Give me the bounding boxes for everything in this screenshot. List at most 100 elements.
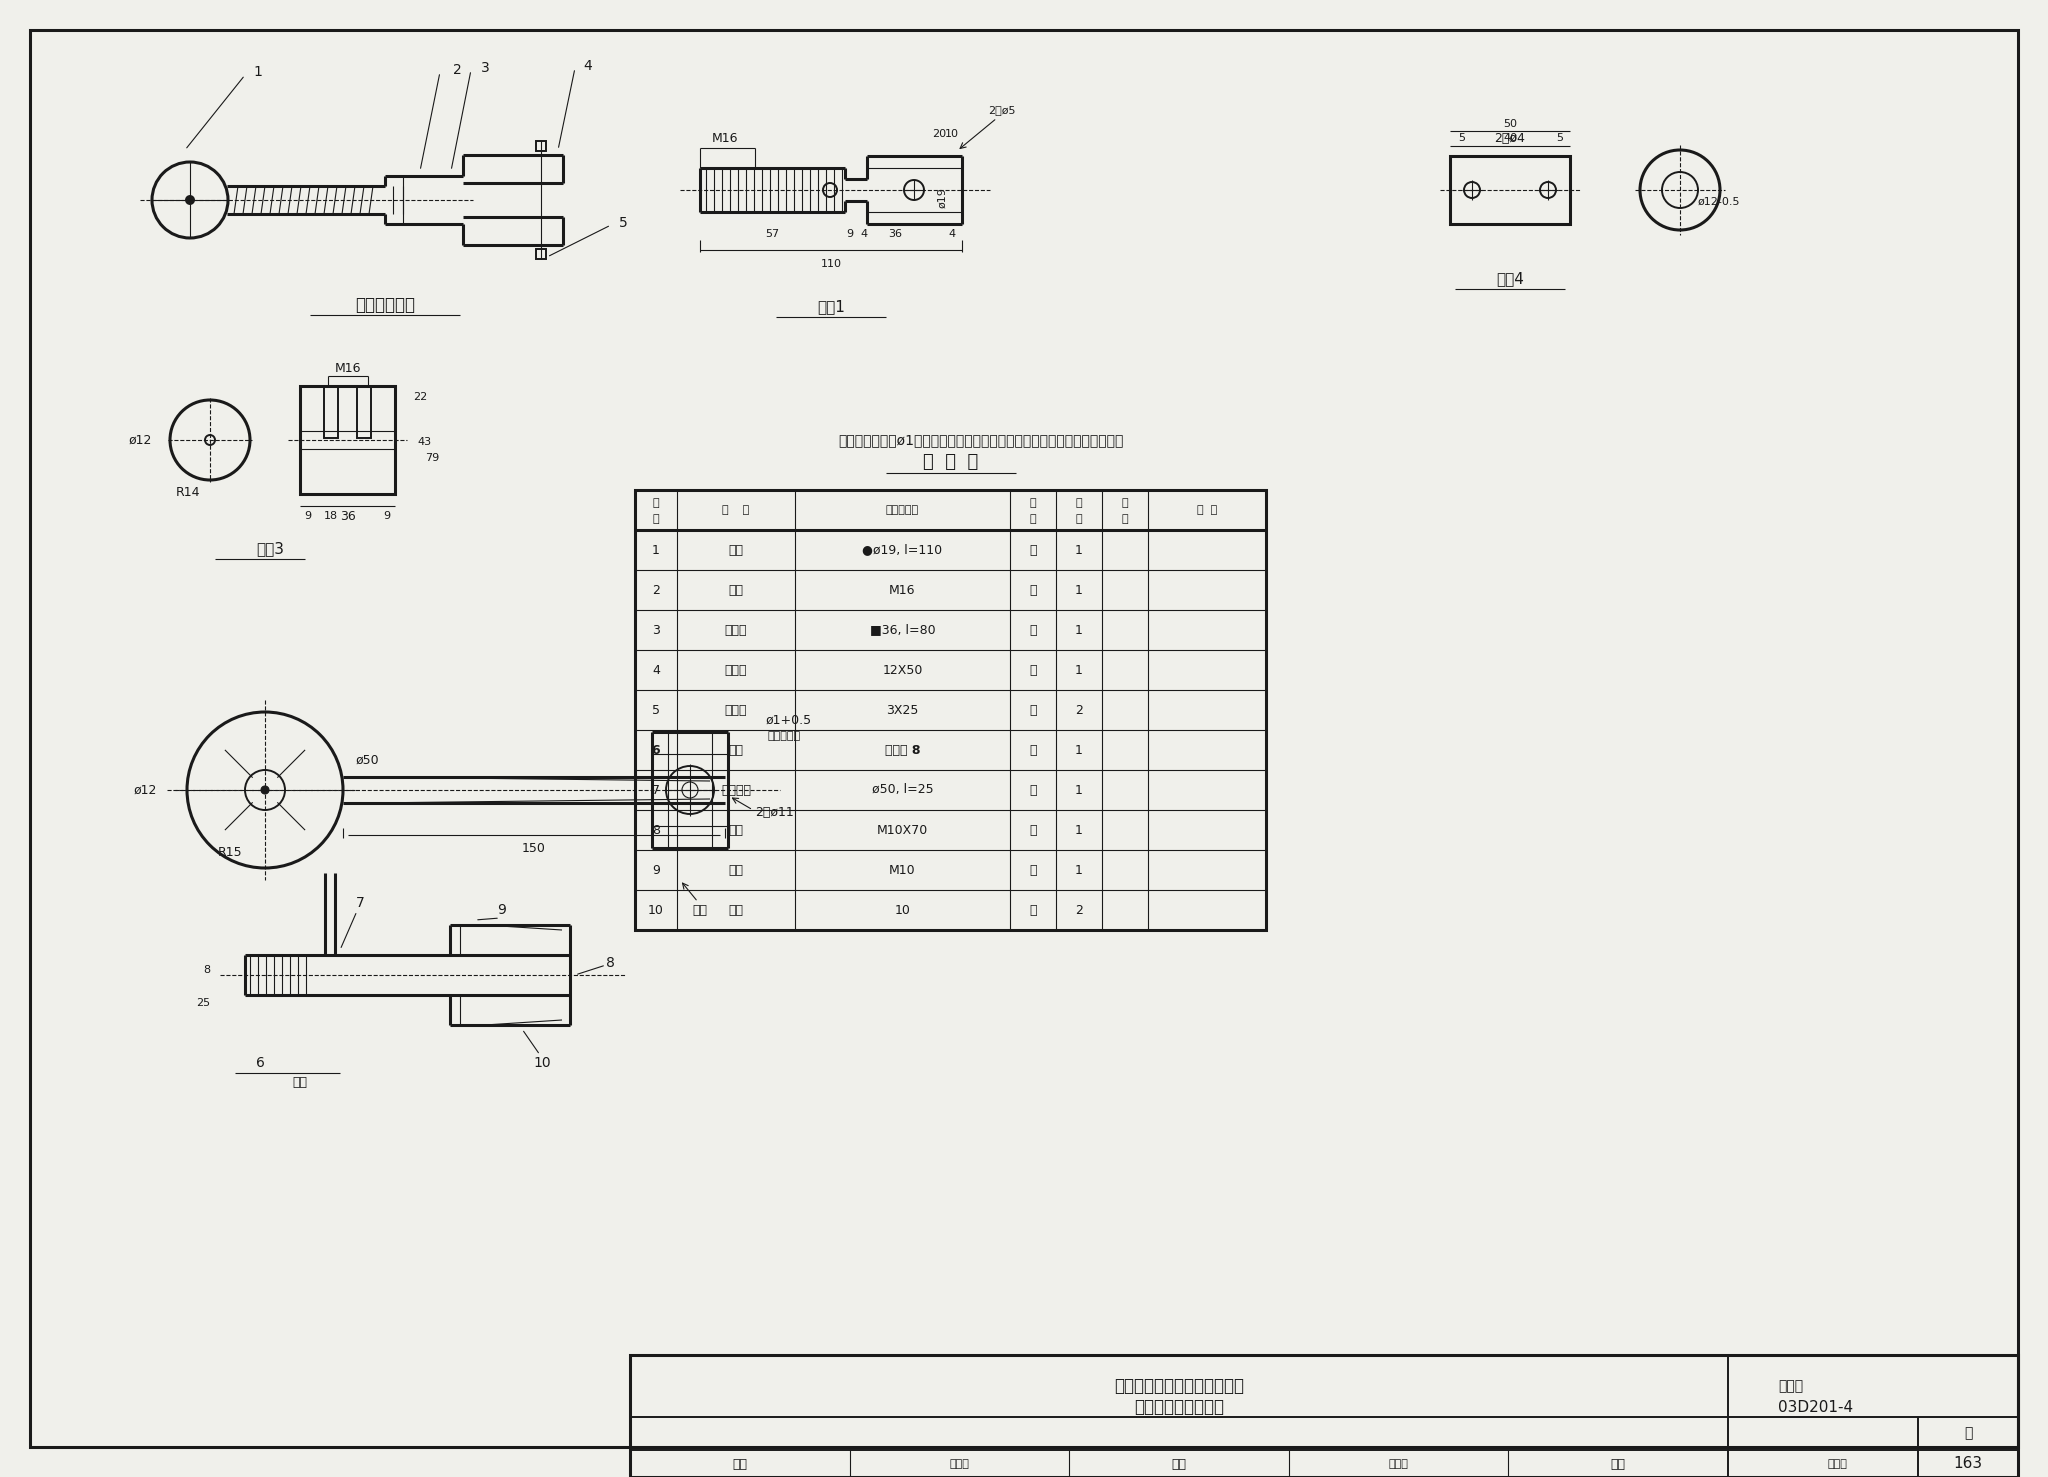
Text: 10: 10 <box>944 128 958 139</box>
Text: 设计: 设计 <box>1610 1458 1626 1471</box>
Bar <box>537 140 547 151</box>
Text: 个: 个 <box>1030 663 1036 676</box>
Text: 2孔ø11: 2孔ø11 <box>756 805 795 818</box>
Text: 螺母: 螺母 <box>729 864 743 876</box>
Bar <box>356 385 371 439</box>
Text: 50: 50 <box>1503 120 1518 128</box>
Text: 校对: 校对 <box>1171 1458 1186 1471</box>
Text: 位: 位 <box>1030 514 1036 524</box>
Text: 零件3: 零件3 <box>256 542 285 557</box>
Text: 钢板厚 8: 钢板厚 8 <box>885 743 920 756</box>
Text: 25: 25 <box>197 998 211 1007</box>
Text: 163: 163 <box>1954 1456 1982 1471</box>
Text: 次: 次 <box>1122 514 1128 524</box>
Text: 明  细  表: 明 细 表 <box>924 453 979 471</box>
Bar <box>324 385 338 439</box>
Text: 6: 6 <box>651 743 659 756</box>
Text: 拉杆套: 拉杆套 <box>725 623 748 637</box>
Text: 轴臂: 轴臂 <box>729 743 743 756</box>
Text: ø50, l=25: ø50, l=25 <box>872 783 934 796</box>
Bar <box>635 490 1266 931</box>
Text: 2孔ø5: 2孔ø5 <box>989 105 1016 115</box>
Text: 螺杆: 螺杆 <box>729 544 743 557</box>
Circle shape <box>186 196 195 204</box>
Text: 9: 9 <box>383 511 391 521</box>
Text: 个: 个 <box>1030 864 1036 876</box>
Text: 图集号: 图集号 <box>1778 1380 1802 1393</box>
Text: 5: 5 <box>651 703 659 716</box>
Bar <box>631 1354 2017 1477</box>
Text: 序: 序 <box>653 498 659 508</box>
Text: 2: 2 <box>1075 703 1083 716</box>
Text: ●ø19, l=110: ●ø19, l=110 <box>862 544 942 557</box>
Text: 5: 5 <box>1556 133 1563 143</box>
Text: ø12-0.5: ø12-0.5 <box>1698 196 1741 207</box>
Text: 1: 1 <box>254 65 262 78</box>
Text: 3: 3 <box>651 623 659 637</box>
Text: 数: 数 <box>1075 498 1081 508</box>
Text: ø12: ø12 <box>129 434 152 446</box>
Text: 9: 9 <box>498 902 506 917</box>
Text: 2: 2 <box>1075 904 1083 917</box>
Text: 螺钉: 螺钉 <box>729 824 743 836</box>
Text: M10: M10 <box>889 864 915 876</box>
Text: 5: 5 <box>618 216 627 230</box>
Text: 1: 1 <box>1075 743 1083 756</box>
Text: 1: 1 <box>1075 583 1083 597</box>
Text: ø50: ø50 <box>354 753 379 767</box>
Text: （见说明）: （见说明） <box>768 731 801 741</box>
Text: ø1+0.5: ø1+0.5 <box>766 713 811 727</box>
Text: 备  注: 备 注 <box>1196 505 1217 515</box>
Text: 立司王: 立司王 <box>1389 1459 1409 1470</box>
Text: 个: 个 <box>1030 703 1036 716</box>
Text: 1: 1 <box>1075 663 1083 676</box>
Text: 1: 1 <box>1075 623 1083 637</box>
Text: 9: 9 <box>651 864 659 876</box>
Text: 1: 1 <box>1075 783 1083 796</box>
Text: 直叉型连接头: 直叉型连接头 <box>354 295 416 315</box>
Text: ø12: ø12 <box>133 783 158 796</box>
Text: 10: 10 <box>895 904 911 917</box>
Text: 个: 个 <box>1030 783 1036 796</box>
Text: 12X50: 12X50 <box>883 663 924 676</box>
Text: 150: 150 <box>522 842 547 855</box>
Text: 2孔ø4: 2孔ø4 <box>1495 131 1526 145</box>
Text: 57: 57 <box>766 229 778 239</box>
Text: 个: 个 <box>1030 824 1036 836</box>
Bar <box>537 250 547 258</box>
Text: 审核: 审核 <box>733 1458 748 1471</box>
Text: 36: 36 <box>340 510 356 523</box>
Text: 10: 10 <box>532 1056 551 1069</box>
Text: 4: 4 <box>860 229 868 239</box>
Text: 个: 个 <box>1030 544 1036 557</box>
Text: 79: 79 <box>426 453 438 462</box>
Text: 2: 2 <box>651 583 659 597</box>
Text: R14: R14 <box>176 486 201 499</box>
Bar <box>299 385 395 493</box>
Text: 36: 36 <box>889 229 901 239</box>
Text: 43: 43 <box>418 437 432 448</box>
Text: 3X25: 3X25 <box>887 703 920 716</box>
Text: 2: 2 <box>453 64 461 77</box>
Text: M16: M16 <box>889 583 915 597</box>
Text: 9: 9 <box>846 229 854 239</box>
Text: 10: 10 <box>647 904 664 917</box>
Text: 号: 号 <box>653 514 659 524</box>
Text: 1: 1 <box>1075 864 1083 876</box>
Text: 个: 个 <box>1030 623 1036 637</box>
Text: 03D201-4: 03D201-4 <box>1778 1400 1853 1415</box>
Text: 零件1: 零件1 <box>817 300 846 315</box>
Text: 7: 7 <box>356 897 365 910</box>
Text: R15: R15 <box>217 845 242 858</box>
Text: M16: M16 <box>713 131 737 145</box>
Text: 焊接: 焊接 <box>692 904 707 917</box>
Text: 8: 8 <box>606 956 614 970</box>
Text: 零件4: 零件4 <box>1495 272 1524 287</box>
Text: 3: 3 <box>481 61 489 75</box>
Text: 1: 1 <box>651 544 659 557</box>
Text: 18: 18 <box>324 511 338 521</box>
Text: 6: 6 <box>256 1056 264 1069</box>
Text: 页: 页 <box>1122 498 1128 508</box>
Text: 量: 量 <box>1075 514 1081 524</box>
Text: 隔离开关及负荷开关安装部件: 隔离开关及负荷开关安装部件 <box>1114 1377 1243 1394</box>
